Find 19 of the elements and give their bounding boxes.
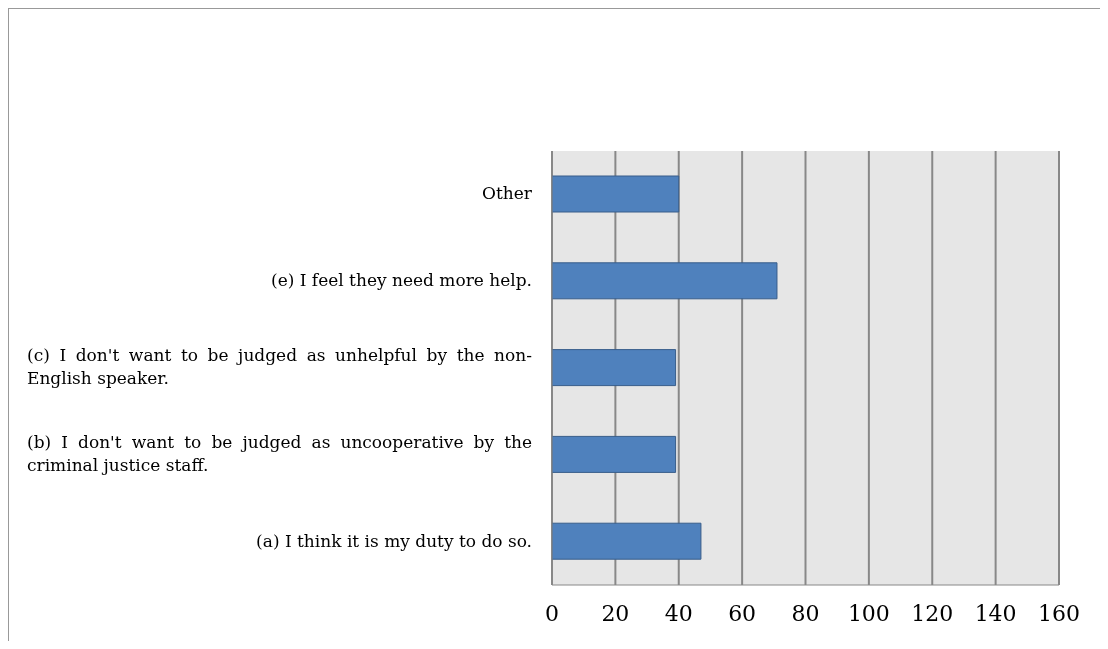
- bar: [552, 349, 677, 387]
- x-tick-label: 80: [791, 600, 820, 626]
- x-tick-label: 20: [601, 600, 630, 626]
- x-tick-label: 100: [847, 600, 890, 626]
- x-tick-label: 140: [974, 600, 1017, 626]
- bar: [552, 522, 702, 560]
- y-tick-label: (b) I don't want to be judged as uncooperative by the criminal justice staff.: [27, 430, 532, 477]
- y-tick-label: (c) I don't want to be judged as unhelpful by the non-English speaker.: [27, 344, 532, 390]
- y-tick-label: (a) I think it is my duty to do so.: [255, 529, 532, 553]
- y-tick-label: Other: [481, 182, 532, 206]
- x-tick-label: 40: [664, 600, 693, 626]
- y-tick-label: (e) I feel they need more help.: [270, 269, 532, 293]
- x-tick-label: 120: [911, 600, 954, 626]
- x-tick-label: 0: [545, 600, 559, 626]
- bar: [552, 175, 680, 213]
- bar: [552, 262, 778, 300]
- x-tick-label: 60: [728, 600, 757, 626]
- x-tick-label: 160: [1038, 600, 1080, 626]
- bar: [552, 435, 677, 473]
